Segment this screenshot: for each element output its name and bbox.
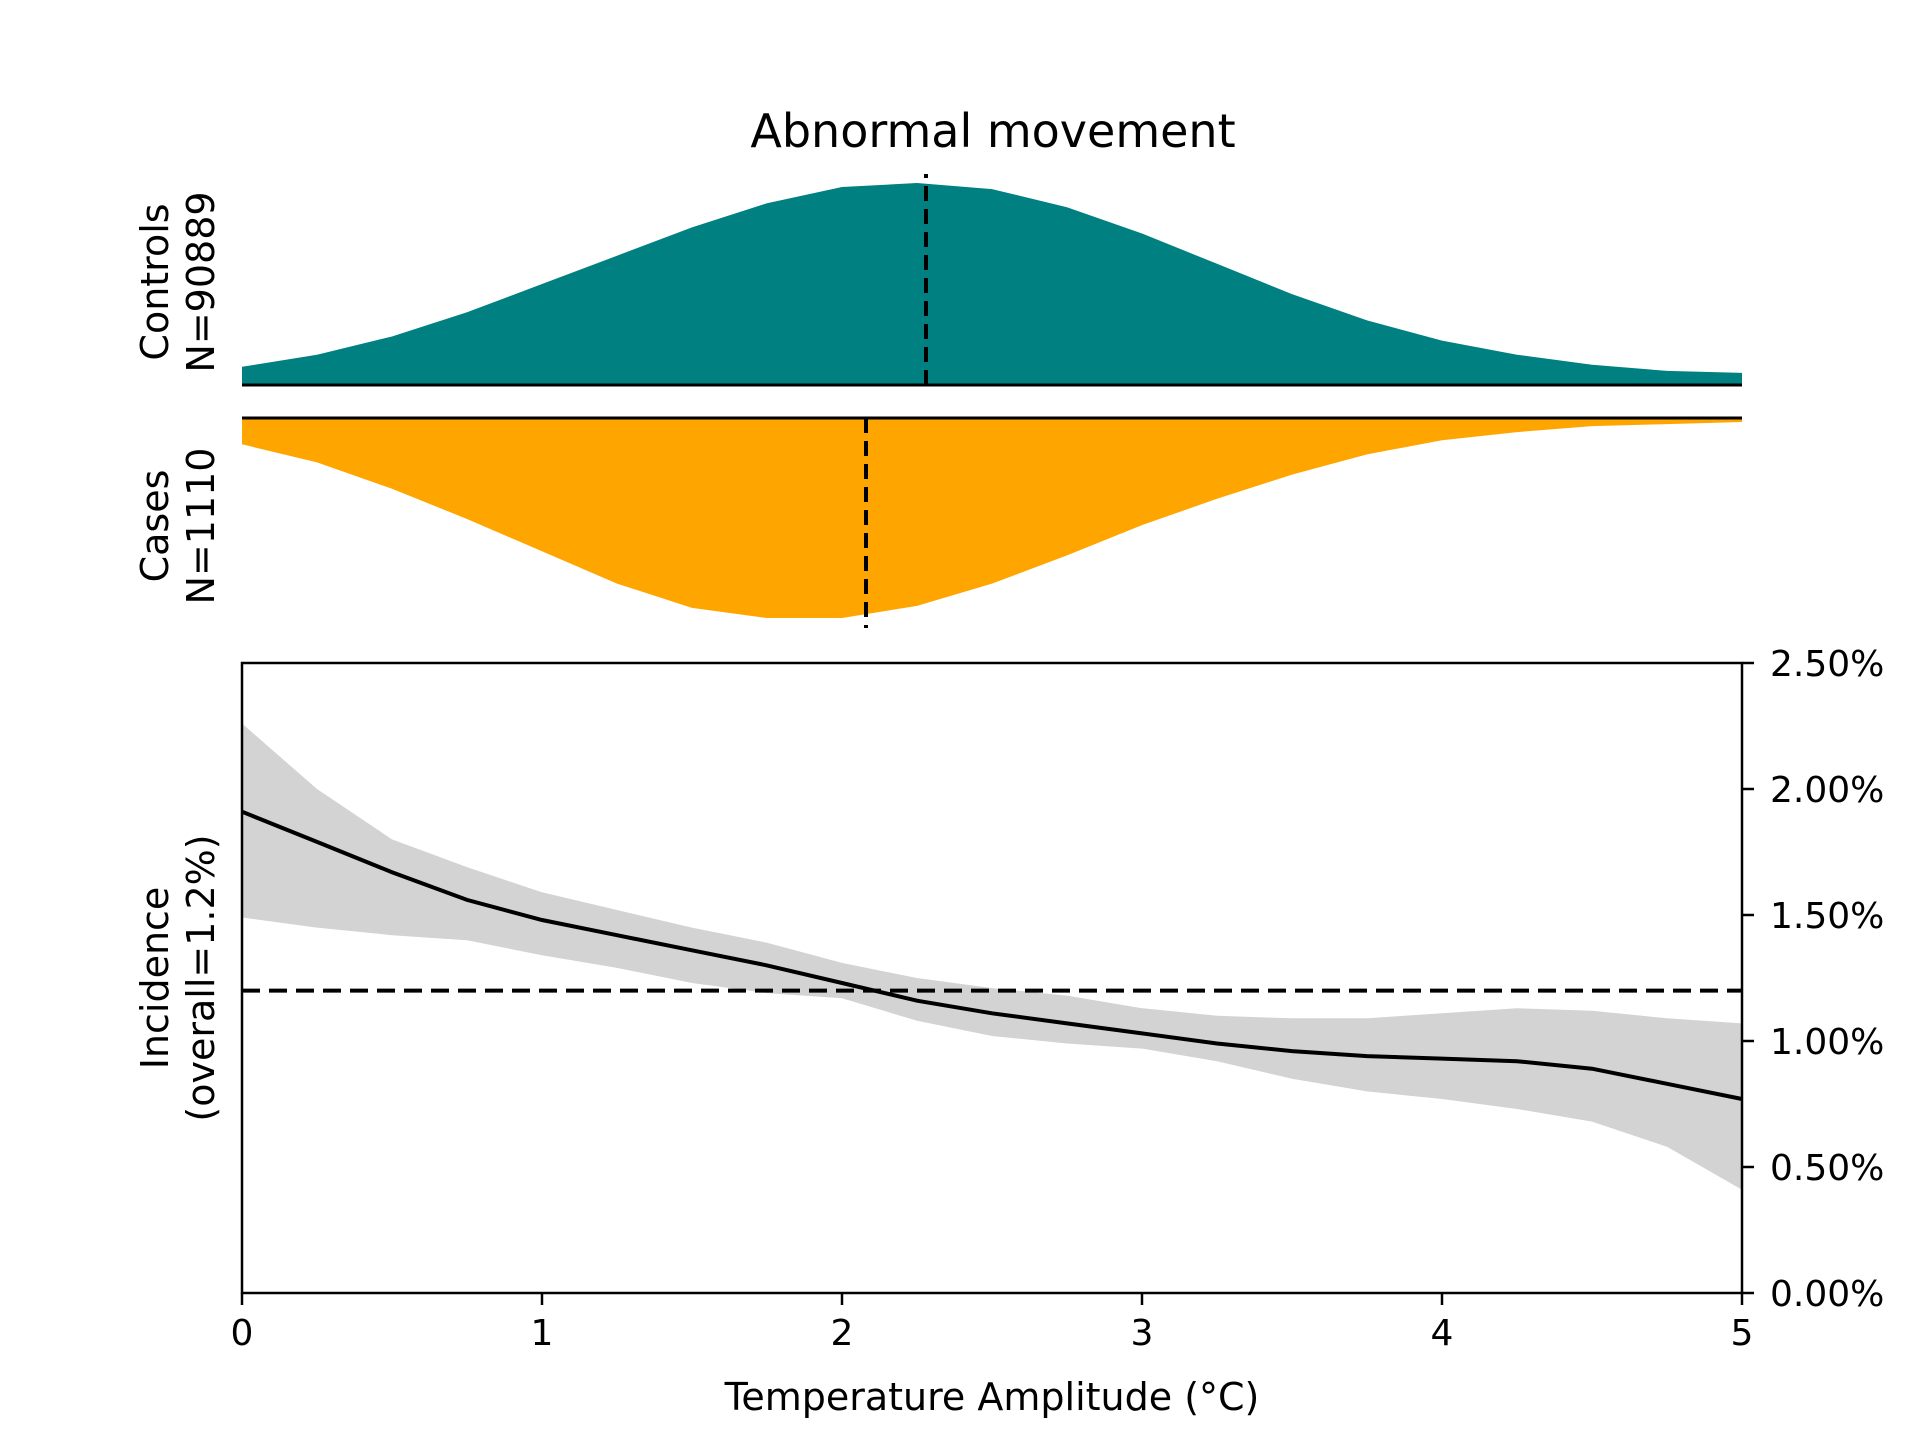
plot-frame xyxy=(240,661,1744,1295)
controls-label-line2: N=90889 xyxy=(179,191,223,372)
x-tick-label: 1 xyxy=(531,1313,554,1354)
cases-label-line1: Cases xyxy=(133,470,177,583)
x-tick-label: 3 xyxy=(1131,1313,1154,1354)
confidence-band xyxy=(242,723,1742,1190)
y-tick-label: 1.00% xyxy=(1770,1022,1884,1063)
incidence-panel: 0 1 2 3 4 5 0.00% 0.50% 1.00% 1.50% 2.00% 2.50% Te… xyxy=(133,644,1884,1419)
cases-density-area xyxy=(242,418,1742,618)
x-axis-title: Temperature Amplitude (°C) xyxy=(724,1375,1260,1419)
y-axis-title-line2: (overall=1.2%) xyxy=(179,834,223,1121)
y-tick-label: 2.00% xyxy=(1770,770,1884,811)
y-axis-title-line1: Incidence xyxy=(133,887,177,1070)
controls-label-line1: Controls xyxy=(133,203,177,360)
cases-panel: Cases N=1110 xyxy=(133,416,1742,628)
x-tick-label: 2 xyxy=(831,1313,854,1354)
chart-title: Abnormal movement xyxy=(750,104,1235,158)
y-tick-label: 1.50% xyxy=(1770,896,1884,937)
x-tick-label: 4 xyxy=(1431,1313,1454,1354)
x-axis-ticks: 0 1 2 3 4 5 xyxy=(231,1293,1754,1354)
controls-panel: Controls N=90889 xyxy=(133,174,1742,387)
y-axis-ticks: 0.00% 0.50% 1.00% 1.50% 2.00% 2.50% xyxy=(1742,644,1884,1315)
y-tick-label: 0.50% xyxy=(1770,1148,1884,1189)
controls-density-area xyxy=(242,183,1742,385)
incidence-series-line xyxy=(241,809,1743,1101)
x-tick-label: 0 xyxy=(231,1313,254,1354)
x-tick-label: 5 xyxy=(1731,1313,1754,1354)
y-tick-label: 2.50% xyxy=(1770,644,1884,685)
y-tick-label: 0.00% xyxy=(1770,1274,1884,1315)
cases-label-line2: N=1110 xyxy=(179,448,223,605)
